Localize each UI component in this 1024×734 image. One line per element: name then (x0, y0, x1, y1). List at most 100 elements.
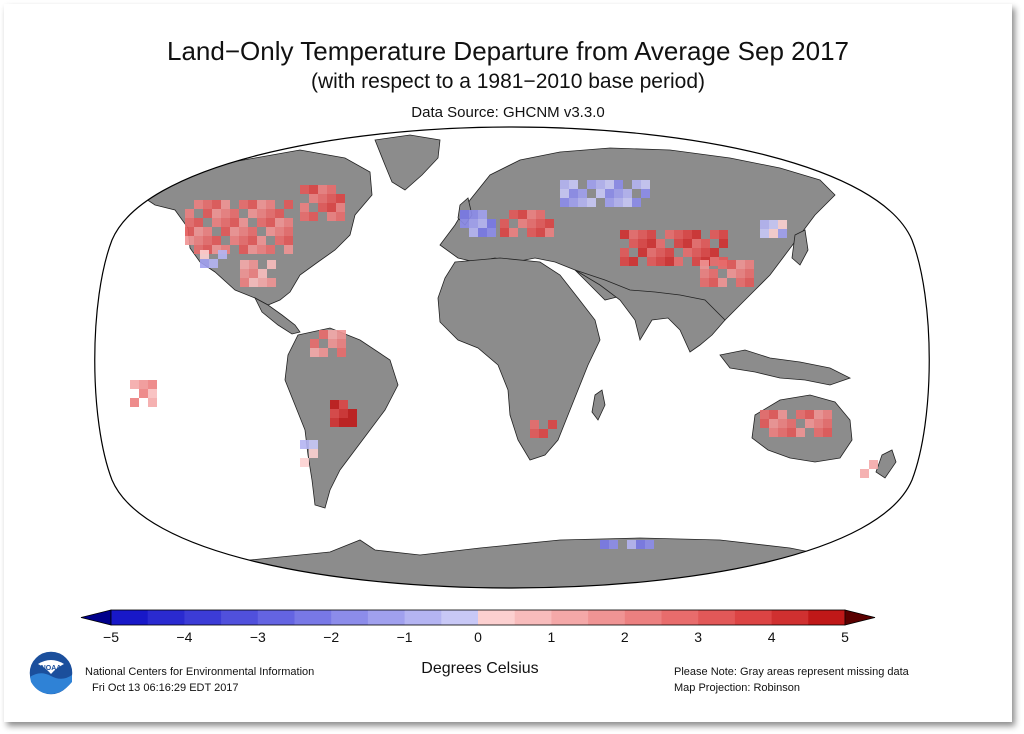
anomaly-cell (710, 248, 719, 257)
anomaly-cell (814, 428, 823, 437)
anomaly-cell (209, 259, 218, 268)
anomaly-cell (596, 180, 605, 189)
anomaly-cell (249, 278, 258, 287)
anomaly-cell (275, 218, 284, 227)
legend-color-swatch (661, 610, 699, 625)
anomaly-cell (309, 440, 318, 449)
anomaly-cell (248, 245, 257, 254)
anomaly-cell (700, 269, 709, 278)
anomaly-cell (596, 189, 605, 198)
anomaly-cell (300, 203, 309, 212)
anomaly-cell (330, 418, 339, 427)
anomaly-cell (700, 260, 709, 269)
legend-color-swatch (147, 610, 185, 625)
anomaly-cell (239, 200, 248, 209)
legend-outline (110, 609, 846, 626)
anomaly-cell (469, 210, 478, 219)
anomaly-cell (239, 227, 248, 236)
map-subtitle: (with respect to a 1981−2010 base period… (310, 70, 705, 93)
anomaly-cell (212, 218, 221, 227)
anomaly-cell (257, 245, 266, 254)
anomaly-cell (203, 227, 212, 236)
anomaly-cell (683, 248, 692, 257)
anomaly-cell (569, 189, 578, 198)
anomaly-cell (727, 260, 736, 269)
anomaly-cell (539, 429, 548, 438)
legend-color-swatch (514, 610, 552, 625)
legend-tick-label: 3 (694, 629, 702, 645)
anomaly-cell (665, 230, 674, 239)
anomaly-cell (337, 348, 346, 357)
anomaly-cell (578, 189, 587, 198)
anomaly-cell (221, 227, 230, 236)
legend-tick-label: 0 (474, 629, 482, 645)
anomaly-cell (869, 460, 878, 469)
anomaly-cell (665, 248, 674, 257)
anomaly-cell (469, 219, 478, 228)
anomaly-cell (614, 189, 623, 198)
anomaly-cell (258, 269, 267, 278)
legend-under-arrow (80, 609, 112, 626)
anomaly-cell (778, 229, 787, 238)
anomaly-cell (638, 230, 647, 239)
anomaly-cell (805, 410, 814, 419)
anomaly-cell (692, 248, 701, 257)
anomaly-cell (337, 339, 346, 348)
anomaly-cell (632, 198, 641, 207)
anomaly-cell (700, 278, 709, 287)
anomaly-cell (266, 218, 275, 227)
anomaly-cell (600, 540, 609, 549)
legend-color-swatch (331, 610, 369, 625)
anomaly-cell (769, 410, 778, 419)
anomaly-cell (620, 230, 629, 239)
anomaly-cell (275, 236, 284, 245)
anomaly-cell (718, 260, 727, 269)
anomaly-cell (760, 220, 769, 229)
anomaly-cell (614, 198, 623, 207)
anomaly-cell (212, 236, 221, 245)
anomaly-cell (310, 339, 319, 348)
anomaly-cell (736, 278, 745, 287)
anomaly-cell (518, 219, 527, 228)
anomaly-cell (327, 203, 336, 212)
anomaly-cell (487, 228, 496, 237)
generated-timestamp: Fri Oct 13 06:16:29 EDT 2017 (92, 682, 239, 694)
anomaly-cell (249, 260, 258, 269)
anomaly-cell (587, 198, 596, 207)
anomaly-cell (614, 180, 623, 189)
maritime-asia-landmass (719, 349, 852, 386)
anomaly-cell (194, 218, 203, 227)
legend-color-swatch (734, 610, 773, 625)
anomaly-cell (148, 398, 157, 407)
legend-color-swatch (367, 610, 406, 625)
anomaly-cell (609, 540, 618, 549)
logo-text: NOAA (41, 665, 62, 672)
anomaly-cell (318, 203, 327, 212)
anomaly-cell (823, 410, 832, 419)
legend-over-arrow (844, 609, 876, 626)
anomaly-cell (647, 239, 656, 248)
anomaly-cell (805, 419, 814, 428)
anomaly-cell (230, 227, 239, 236)
anomaly-cell (300, 458, 309, 467)
anomaly-cell (328, 330, 337, 339)
anomaly-cell (460, 210, 469, 219)
anomaly-cell (632, 180, 641, 189)
anomaly-cell (627, 540, 636, 549)
legend-color-swatch (808, 610, 846, 625)
anomaly-cell (284, 200, 293, 209)
globe-outline (94, 126, 930, 589)
anomaly-cell (500, 219, 509, 228)
anomaly-cell (284, 227, 293, 236)
legend-tick-label: −1 (397, 629, 413, 645)
anomaly-cell (212, 245, 221, 254)
anomaly-cell (736, 260, 745, 269)
anomaly-cell (641, 189, 650, 198)
anomaly-cell (266, 200, 275, 209)
anomaly-cell (760, 410, 769, 419)
anomaly-cell (266, 245, 275, 254)
anomaly-cell (796, 428, 805, 437)
legend-tick-label: 5 (841, 629, 849, 645)
legend-color-swatch (478, 610, 516, 625)
